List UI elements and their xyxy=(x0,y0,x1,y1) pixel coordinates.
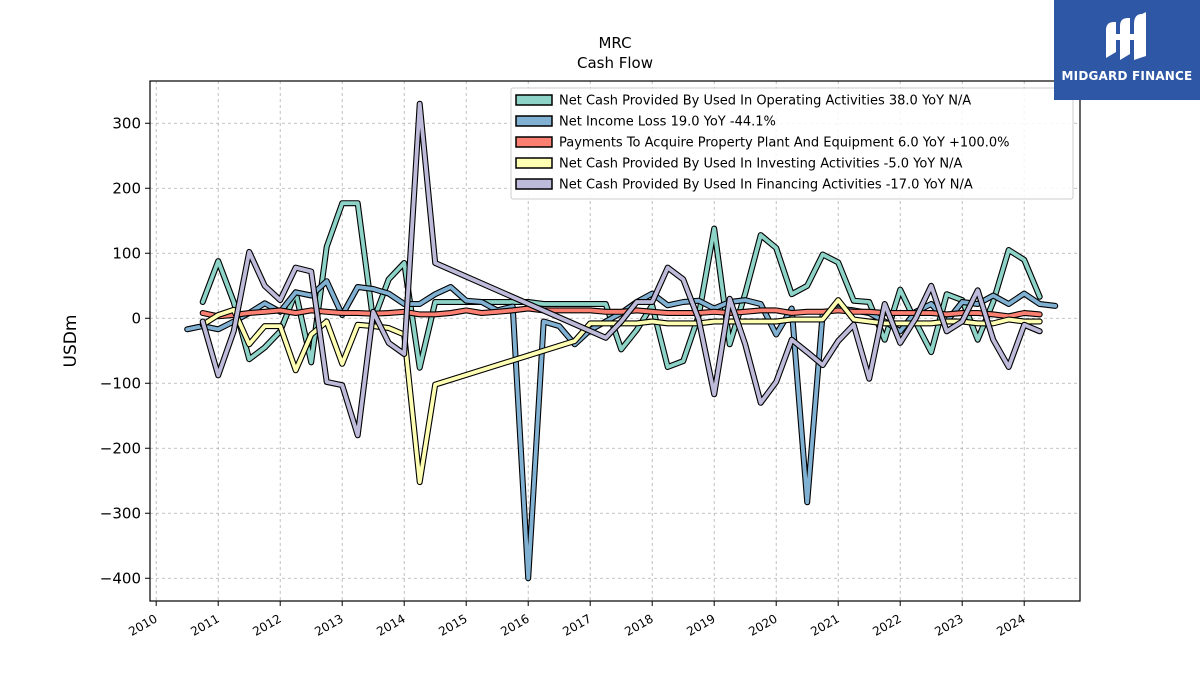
midgard-logo: MIDGARD FINANCE xyxy=(1054,0,1200,100)
legend-box xyxy=(510,87,1074,200)
x-tick-label: 2013 xyxy=(312,611,345,638)
series-lines xyxy=(184,100,1059,582)
y-tick-label: 300 xyxy=(112,114,141,132)
series-1 xyxy=(199,200,1043,371)
x-tick-label: 2018 xyxy=(622,611,655,638)
series-line xyxy=(200,298,1042,484)
legend-entry: Net Cash Provided By Used In Investing A… xyxy=(559,157,962,172)
midgard-logo-icon xyxy=(1106,12,1146,60)
x-tick-label: 2016 xyxy=(498,611,531,638)
y-tick-label: 200 xyxy=(112,179,141,197)
x-tick-label: 2024 xyxy=(994,611,1027,638)
x-tick-label: 2011 xyxy=(188,611,221,638)
y-tick-label: −400 xyxy=(100,569,141,587)
x-tick-label: 2012 xyxy=(250,611,283,638)
legend-swatch xyxy=(515,157,553,169)
chart-subtitle: Cash Flow xyxy=(577,54,653,72)
series-3 xyxy=(199,305,1043,320)
legend-entry: Payments To Acquire Property Plant And E… xyxy=(559,136,1010,151)
y-tick-label: −100 xyxy=(100,374,141,392)
chart-title: MRC xyxy=(598,34,631,52)
x-tick-label: 2023 xyxy=(932,611,965,638)
legend-swatch xyxy=(515,94,553,106)
legend-entry: Net Income Loss 19.0 YoY -44.1% xyxy=(559,115,776,130)
x-tick-label: 2022 xyxy=(870,611,903,638)
y-tick-label: −300 xyxy=(100,504,141,522)
legend-entry: Net Cash Provided By Used In Financing A… xyxy=(559,178,973,193)
legend-swatch xyxy=(515,115,553,127)
y-tick-label: 0 xyxy=(131,309,141,327)
x-tick-label: 2015 xyxy=(436,611,469,638)
x-tick-label: 2021 xyxy=(808,611,841,638)
x-tick-label: 2020 xyxy=(746,611,779,638)
y-tick-label: 100 xyxy=(112,244,141,262)
legend-entry: Net Cash Provided By Used In Operating A… xyxy=(559,94,971,109)
series-5 xyxy=(199,100,1043,439)
legend-swatch xyxy=(515,136,553,148)
x-tick-label: 2019 xyxy=(684,611,717,638)
x-tick-label: 2010 xyxy=(126,611,159,638)
series-line xyxy=(200,306,1042,319)
y-tick-label: −200 xyxy=(100,439,141,457)
y-axis-label: USDm xyxy=(61,315,81,368)
series-line xyxy=(200,201,1042,370)
x-tick-label: 2014 xyxy=(374,611,407,638)
plot-frame xyxy=(149,80,1081,602)
series-4 xyxy=(199,297,1043,486)
legend: Net Cash Provided By Used In Operating A… xyxy=(510,87,1074,200)
legend-swatch xyxy=(515,178,553,190)
logo-brand-text: MIDGARD FINANCE xyxy=(1061,69,1193,83)
x-tick-label: 2017 xyxy=(560,611,593,638)
series-line xyxy=(200,101,1042,438)
y-axis-label-text: USDm xyxy=(61,315,81,368)
